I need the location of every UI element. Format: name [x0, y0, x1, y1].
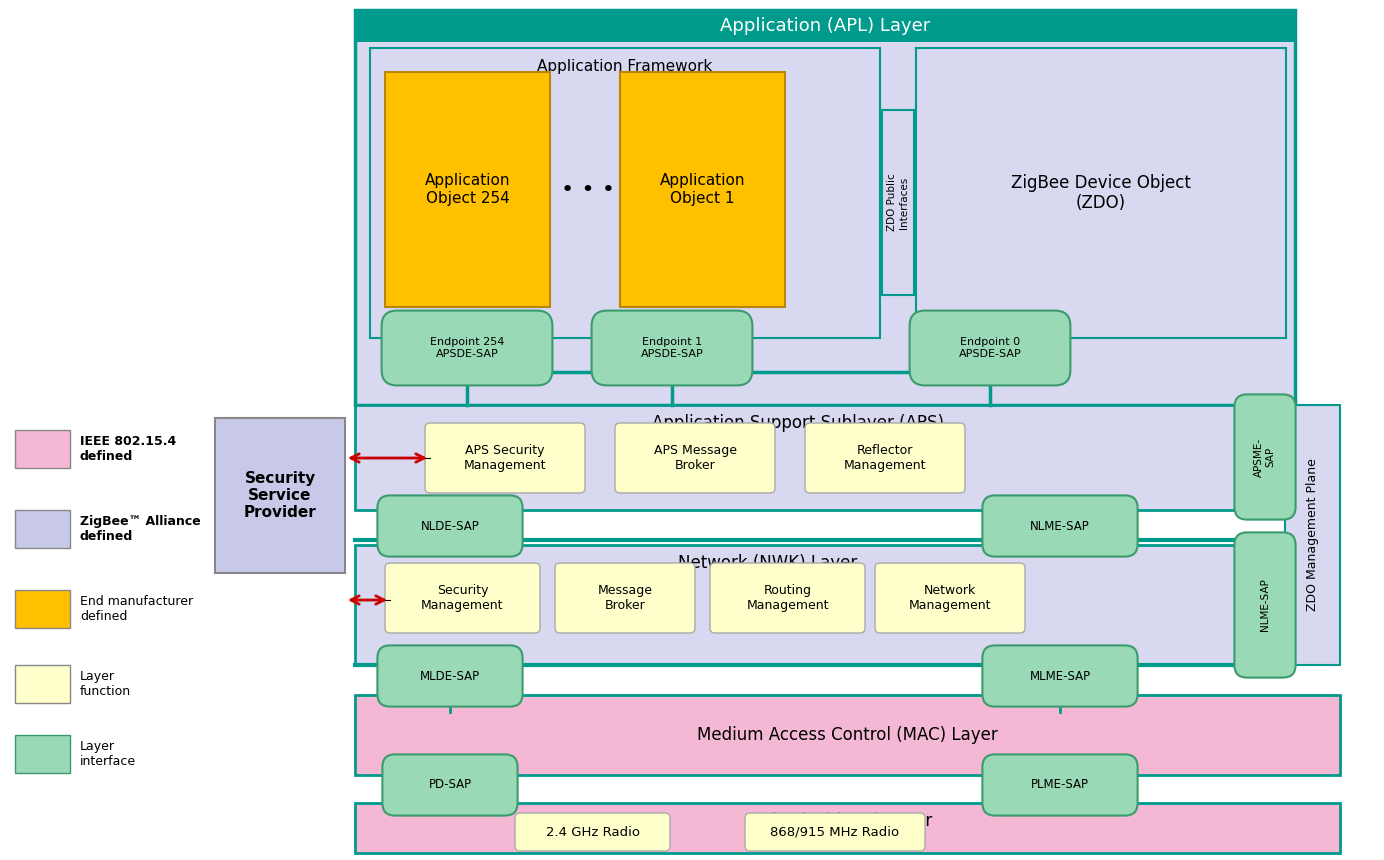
Bar: [356, 803, 1340, 853]
Text: IEEE 802.15.4
defined: IEEE 802.15.4 defined: [80, 435, 176, 463]
Bar: [356, 545, 1240, 665]
Text: NLDE-SAP: NLDE-SAP: [421, 519, 479, 532]
FancyBboxPatch shape: [555, 563, 695, 633]
Bar: [1284, 405, 1340, 665]
Text: Network (NWK) Layer: Network (NWK) Layer: [678, 554, 857, 572]
FancyBboxPatch shape: [614, 423, 775, 493]
FancyBboxPatch shape: [805, 423, 965, 493]
Text: ZDO Management Plane: ZDO Management Plane: [1306, 458, 1319, 611]
Text: ZDO Public
Interfaces: ZDO Public Interfaces: [887, 174, 909, 231]
Text: Layer
interface: Layer interface: [80, 740, 136, 768]
Text: Endpoint 0
APSDE-SAP: Endpoint 0 APSDE-SAP: [959, 337, 1021, 359]
Text: Layer
function: Layer function: [80, 670, 131, 698]
FancyBboxPatch shape: [382, 310, 552, 385]
Text: Application (APL) Layer: Application (APL) Layer: [720, 17, 930, 35]
FancyBboxPatch shape: [1235, 395, 1295, 519]
FancyBboxPatch shape: [983, 645, 1138, 707]
Text: Message
Broker: Message Broker: [598, 584, 652, 612]
Bar: [15, 590, 71, 628]
Bar: [620, 72, 785, 307]
FancyBboxPatch shape: [382, 754, 518, 815]
Text: Security
Management: Security Management: [421, 584, 504, 612]
Text: Security
Service
Provider: Security Service Provider: [244, 470, 317, 520]
FancyBboxPatch shape: [983, 495, 1138, 556]
Text: Application
Object 1: Application Object 1: [660, 174, 745, 206]
FancyBboxPatch shape: [745, 813, 925, 851]
Bar: [916, 48, 1286, 338]
Text: 2.4 GHz Radio: 2.4 GHz Radio: [545, 826, 639, 838]
Text: APS Message
Broker: APS Message Broker: [653, 444, 736, 472]
FancyBboxPatch shape: [1235, 532, 1295, 678]
Bar: [356, 695, 1340, 775]
Text: APS Security
Management: APS Security Management: [464, 444, 547, 472]
Text: 868/915 MHz Radio: 868/915 MHz Radio: [771, 826, 900, 838]
Text: Application Support Sublayer (APS): Application Support Sublayer (APS): [652, 414, 944, 432]
FancyBboxPatch shape: [425, 423, 585, 493]
Text: • • •: • • •: [561, 180, 614, 200]
Text: Physical (PHY) Layer: Physical (PHY) Layer: [763, 812, 933, 830]
Bar: [15, 430, 71, 468]
FancyBboxPatch shape: [378, 645, 523, 707]
FancyBboxPatch shape: [983, 754, 1138, 815]
Text: Application
Object 254: Application Object 254: [425, 174, 511, 206]
FancyBboxPatch shape: [909, 310, 1070, 385]
Bar: [370, 48, 880, 338]
Text: Application Framework: Application Framework: [537, 58, 713, 73]
Bar: [15, 510, 71, 548]
Text: Endpoint 254
APSDE-SAP: Endpoint 254 APSDE-SAP: [430, 337, 504, 359]
FancyBboxPatch shape: [591, 310, 753, 385]
Text: APSME-
SAP: APSME- SAP: [1254, 438, 1276, 476]
Text: Network
Management: Network Management: [909, 584, 991, 612]
Bar: [356, 405, 1240, 510]
Text: Endpoint 1
APSDE-SAP: Endpoint 1 APSDE-SAP: [641, 337, 703, 359]
Text: PD-SAP: PD-SAP: [429, 778, 472, 791]
FancyBboxPatch shape: [385, 563, 540, 633]
Text: Medium Access Control (MAC) Layer: Medium Access Control (MAC) Layer: [698, 726, 998, 744]
Bar: [385, 72, 549, 307]
Text: NLME-SAP: NLME-SAP: [1259, 579, 1271, 631]
Bar: [356, 10, 1295, 405]
FancyBboxPatch shape: [515, 813, 670, 851]
Bar: [15, 665, 71, 703]
Text: PLME-SAP: PLME-SAP: [1031, 778, 1089, 791]
Text: Reflector
Management: Reflector Management: [844, 444, 926, 472]
Bar: [15, 735, 71, 773]
Bar: [882, 110, 913, 295]
Bar: [215, 418, 345, 573]
Text: NLME-SAP: NLME-SAP: [1030, 519, 1089, 532]
Text: Routing
Management: Routing Management: [746, 584, 829, 612]
Text: MLDE-SAP: MLDE-SAP: [419, 669, 480, 683]
FancyBboxPatch shape: [710, 563, 865, 633]
Text: End manufacturer
defined: End manufacturer defined: [80, 595, 194, 623]
Text: ZigBee™ Alliance
defined: ZigBee™ Alliance defined: [80, 515, 201, 543]
Bar: [356, 10, 1295, 42]
Text: MLME-SAP: MLME-SAP: [1030, 669, 1091, 683]
Text: ZigBee Device Object
(ZDO): ZigBee Device Object (ZDO): [1012, 174, 1192, 212]
FancyBboxPatch shape: [875, 563, 1026, 633]
FancyBboxPatch shape: [378, 495, 523, 556]
